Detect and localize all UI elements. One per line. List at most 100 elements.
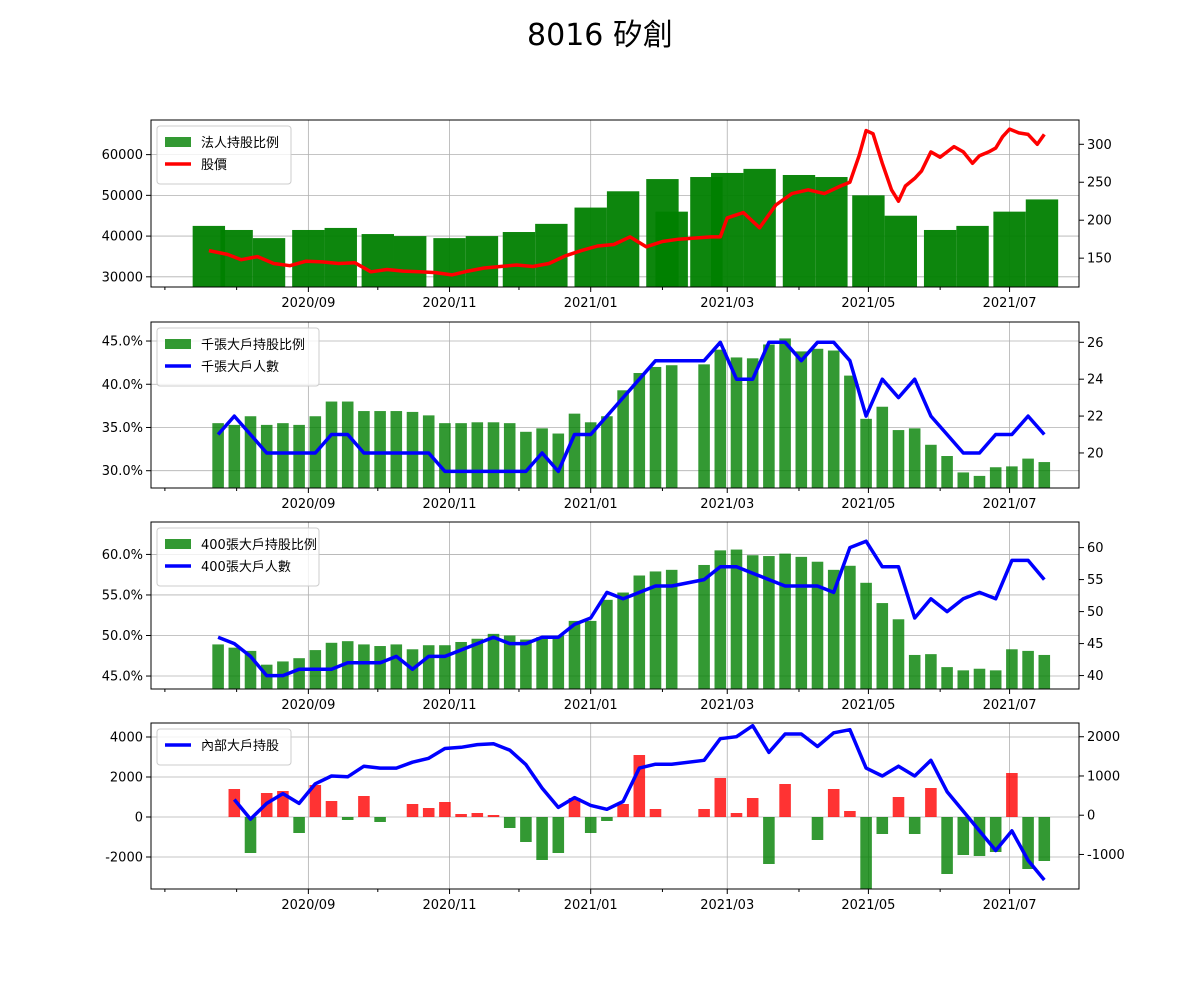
plot-area: [228, 723, 1051, 889]
x-tick-label: 2020/09: [281, 497, 335, 512]
legend-swatch-bar: [165, 339, 191, 349]
y-right-tick-label: -1000: [1087, 848, 1125, 863]
bar: [730, 549, 743, 689]
bar: [763, 817, 775, 864]
bar: [1038, 817, 1051, 861]
bar: [293, 658, 305, 689]
chart-panel-1: 2020/09 2020/11 2021/01 2021/03 2021/05 2021/…: [102, 119, 1112, 311]
bar: [746, 798, 759, 817]
bar: [860, 418, 872, 488]
bar: [1006, 773, 1018, 817]
bar: [503, 635, 516, 689]
bar: [341, 817, 354, 820]
y-right-tick-label: 26: [1087, 336, 1104, 351]
bar: [989, 817, 1002, 852]
bar: [601, 817, 613, 821]
x-tick-label: 2021/01: [564, 497, 618, 512]
bar: [973, 817, 986, 856]
bar: [827, 350, 840, 488]
y-right-tick-label: 250: [1087, 176, 1112, 191]
bar: [1022, 458, 1034, 488]
bar: [536, 637, 548, 689]
bar: [277, 423, 289, 488]
legend-swatch-bar: [165, 539, 191, 549]
bar: [433, 238, 466, 287]
bar: [455, 423, 467, 488]
bar: [228, 424, 241, 488]
bar: [665, 569, 678, 689]
axes-frame: [150, 521, 1080, 690]
bar: [390, 411, 403, 488]
bar: [908, 817, 921, 834]
bar: [884, 215, 918, 287]
bar: [292, 229, 325, 287]
y-right-tick-label: 60: [1087, 541, 1104, 556]
axes-frame: [150, 722, 1080, 890]
bar: [973, 668, 986, 689]
bar: [795, 556, 808, 689]
y-right-tick-label: 1000: [1087, 769, 1120, 784]
bar: [633, 575, 646, 689]
bar: [455, 814, 467, 817]
bar: [1022, 817, 1034, 869]
bar: [552, 817, 565, 853]
bar: [358, 796, 370, 817]
bar: [568, 798, 581, 817]
bar: [655, 211, 688, 287]
x-tick-label: 2020/09: [281, 296, 335, 311]
bar: [361, 234, 394, 287]
x-tick-label: 2021/03: [700, 698, 754, 713]
bar: [503, 423, 516, 488]
bar: [503, 817, 516, 828]
legend-label: 400張大戶持股比例: [201, 538, 317, 553]
bar: [711, 172, 744, 287]
y-left-tick-label: 0: [135, 811, 143, 826]
bar: [406, 411, 419, 488]
bar: [1038, 654, 1051, 689]
legend-label: 股價: [201, 158, 227, 173]
bar: [358, 411, 370, 488]
y-left-tick-label: 45.0%: [102, 670, 143, 685]
bar: [455, 641, 467, 689]
legend-label: 千張大戶人數: [201, 360, 279, 375]
bar: [422, 645, 435, 689]
series-line: [232, 723, 1046, 882]
bar: [465, 236, 499, 287]
bar: [471, 422, 484, 488]
legend-box: [156, 728, 292, 766]
bar: [698, 564, 710, 689]
bar: [925, 654, 937, 689]
y-right-tick-label: 40: [1087, 669, 1104, 684]
bar: [244, 650, 257, 689]
bar: [520, 431, 532, 488]
bar: [617, 390, 629, 488]
bar: [244, 416, 257, 488]
series-line: [217, 539, 1046, 678]
y-right-tick-label: 150: [1087, 252, 1112, 267]
bar: [341, 401, 354, 488]
bar: [989, 467, 1002, 488]
bar: [815, 177, 848, 287]
bar: [795, 351, 808, 488]
x-tick-label: 2021/01: [564, 698, 618, 713]
bar: [487, 422, 500, 488]
bar: [568, 620, 581, 689]
bar: [908, 654, 921, 689]
y-left-tick-label: 35.0%: [102, 421, 143, 436]
bar: [892, 430, 905, 488]
bar: [325, 801, 338, 817]
bar: [293, 817, 305, 833]
bar: [502, 232, 536, 287]
bar: [665, 365, 678, 488]
y-left-tick-label: 55.0%: [102, 588, 143, 603]
bar: [439, 802, 451, 817]
x-tick-label: 2020/09: [281, 698, 335, 713]
bar: [860, 817, 872, 889]
bar: [827, 569, 840, 689]
chart-panel-2: 2020/09 2020/11 2021/01 2021/03 2021/05 2021/…: [102, 321, 1104, 512]
bar: [876, 817, 889, 834]
y-left-tick-label: 60000: [102, 148, 143, 163]
bar: [212, 644, 224, 689]
bar: [325, 401, 338, 488]
x-tick-label: 2021/07: [983, 898, 1037, 913]
